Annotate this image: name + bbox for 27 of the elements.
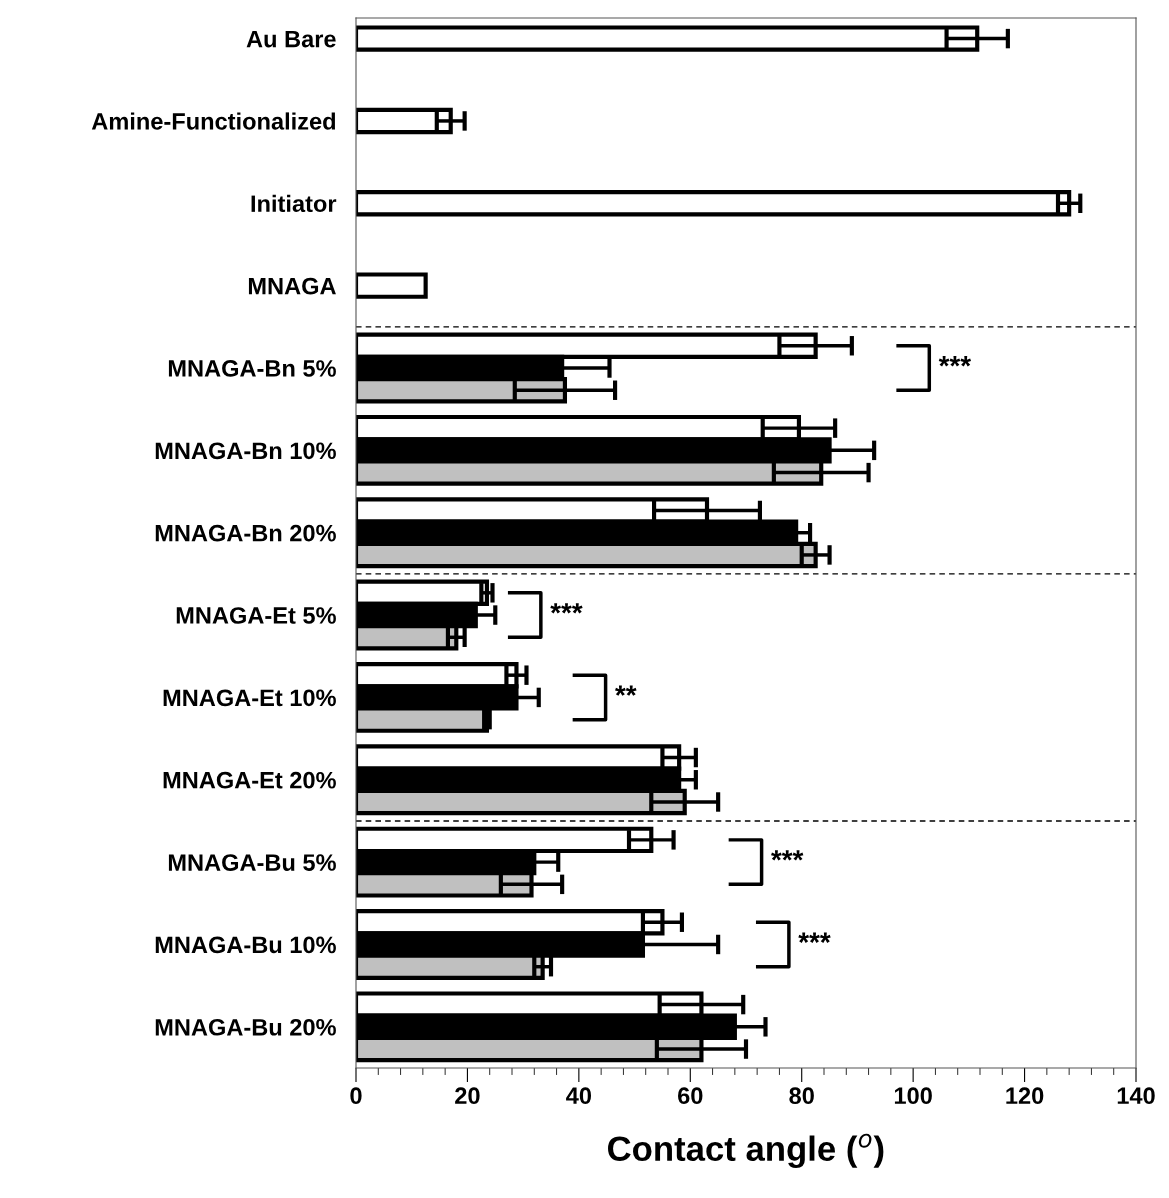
x-tick-label: 80 [789,1087,814,1105]
x-axis-title: Contact angle ($^{o}$) [608,1133,884,1169]
x-tick-label: 60 [678,1087,703,1105]
y-tick-label: MNAGA-Bu 10% [155,936,336,954]
x-tick-label: 20 [455,1087,480,1105]
annotation: *** [550,603,583,614]
x-tick-label: 140 [1117,1087,1155,1105]
y-tick-label: MNAGA-Et 20% [163,771,336,789]
annotation: ** [615,685,637,696]
y-tick-label: Amine-Functionalized [91,112,336,130]
y-tick-label: Au Bare [246,30,336,48]
y-tick-label: MNAGA-Bu 20% [155,1018,336,1036]
x-tick-label: 120 [1006,1087,1044,1105]
y-tick-label: MNAGA [248,277,336,295]
y-tick-label: MNAGA-Bu 5% [168,854,336,871]
y-tick-label: MNAGA-Bn 10% [155,442,336,460]
annotation: *** [938,356,972,367]
y-tick-label: MNAGA-Et 5% [176,607,336,624]
annotation: *** [771,850,804,861]
y-tick-label: Initiator [251,194,337,213]
annotation: *** [798,932,831,943]
y-tick-label: MNAGA-Et 10% [163,689,336,707]
x-tick-label: 0 [350,1087,362,1105]
x-tick-label: 40 [566,1087,592,1105]
y-tick-label: MNAGA-Bn 5% [168,360,336,377]
y-tick-label: MNAGA-Bn 20% [155,524,336,542]
x-tick-label: 100 [894,1087,932,1105]
